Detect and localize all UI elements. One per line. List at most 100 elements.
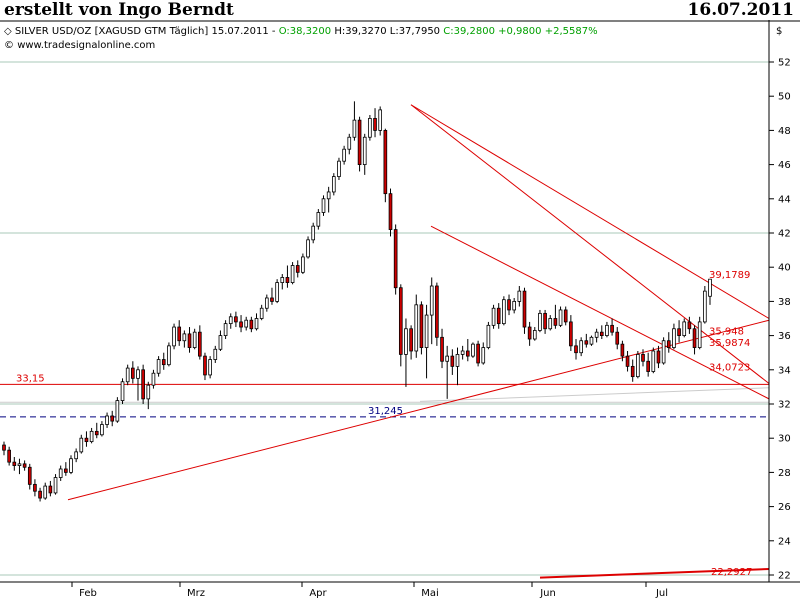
candle bbox=[141, 364, 145, 404]
candle bbox=[388, 188, 393, 237]
candle-body bbox=[445, 355, 449, 362]
open-value: O:38,3200 bbox=[279, 26, 331, 37]
candle bbox=[239, 315, 243, 333]
candle bbox=[146, 381, 151, 410]
candle-body bbox=[311, 225, 316, 241]
candle-body bbox=[373, 118, 377, 131]
candle bbox=[182, 330, 187, 348]
candle bbox=[481, 342, 486, 365]
candle-body bbox=[203, 355, 207, 376]
candle bbox=[527, 321, 532, 346]
price-annotation: 22,2927 bbox=[711, 567, 752, 578]
candle-body bbox=[502, 299, 506, 325]
candle bbox=[131, 361, 135, 384]
candle-body bbox=[692, 328, 697, 348]
candle bbox=[440, 328, 444, 369]
candle-body bbox=[476, 343, 480, 364]
candle-body bbox=[167, 345, 171, 366]
candle-body bbox=[697, 321, 702, 348]
candle-body bbox=[362, 136, 367, 166]
candle-body bbox=[275, 282, 279, 302]
candle-body bbox=[429, 285, 434, 316]
candle bbox=[301, 253, 305, 275]
candle-body bbox=[69, 458, 73, 473]
candle-body bbox=[507, 299, 511, 311]
candle bbox=[548, 315, 553, 331]
price-axis-ticks: 22 24 26 28 30 32 34 36 38 40 42 44 46 48 50 52 bbox=[769, 58, 791, 582]
candle bbox=[22, 460, 27, 471]
time-tick-label: Jun bbox=[539, 588, 556, 599]
candlesticks bbox=[2, 101, 712, 502]
candle-body bbox=[687, 321, 692, 330]
candle bbox=[89, 427, 94, 444]
candle bbox=[84, 431, 89, 447]
candle-body bbox=[465, 350, 470, 357]
candle-body bbox=[419, 304, 424, 348]
time-tick-label: Feb bbox=[79, 588, 97, 599]
candle-body bbox=[192, 331, 197, 348]
candle-body bbox=[146, 384, 151, 400]
candle-body bbox=[615, 331, 620, 345]
candle bbox=[203, 352, 207, 381]
candle-body bbox=[357, 119, 362, 165]
candle-body bbox=[661, 340, 666, 364]
candle-body bbox=[471, 343, 475, 357]
candle-body bbox=[100, 424, 104, 436]
candle-body bbox=[12, 461, 17, 466]
candle bbox=[450, 349, 455, 375]
candle bbox=[651, 347, 656, 374]
candle bbox=[393, 224, 398, 295]
time-tick-label: Apr bbox=[309, 588, 327, 599]
candle bbox=[589, 335, 594, 346]
candle-body bbox=[347, 136, 352, 150]
candle bbox=[460, 345, 465, 360]
candle-body bbox=[594, 331, 599, 338]
candle-body bbox=[579, 340, 583, 354]
candle-body bbox=[450, 355, 455, 367]
candle bbox=[661, 337, 666, 365]
candle bbox=[599, 325, 604, 340]
candle bbox=[357, 116, 362, 172]
candle-body bbox=[605, 324, 609, 336]
candle bbox=[708, 278, 712, 305]
candle-body bbox=[610, 324, 614, 333]
source-line: © www.tradesignalonline.com bbox=[4, 40, 155, 51]
price-annotation: 34,0723 bbox=[709, 363, 750, 374]
candle-body bbox=[548, 318, 553, 330]
candle bbox=[125, 364, 130, 386]
price-tick-label: 22 bbox=[778, 571, 791, 582]
chart-author-title: erstellt von Ingo Berndt bbox=[4, 0, 234, 20]
candle bbox=[687, 316, 692, 334]
candle bbox=[486, 321, 491, 350]
candle-body bbox=[259, 307, 264, 319]
candle-body bbox=[27, 466, 32, 485]
change-value: +0,9800 bbox=[498, 26, 541, 37]
candle bbox=[110, 410, 115, 427]
candle-body bbox=[553, 318, 558, 326]
candle-body bbox=[646, 360, 650, 372]
source-url: www.tradesignalonline.com bbox=[17, 40, 155, 51]
candle-body bbox=[630, 365, 635, 378]
candle-body bbox=[574, 345, 578, 354]
candle-body bbox=[198, 331, 202, 357]
candle-body bbox=[708, 278, 712, 297]
candle bbox=[656, 345, 661, 369]
candle-body bbox=[234, 316, 238, 323]
time-tick-label: Mrz bbox=[187, 588, 205, 599]
candle-body bbox=[115, 400, 120, 422]
candle bbox=[502, 296, 506, 326]
candle bbox=[167, 342, 171, 367]
candle-body bbox=[301, 256, 305, 273]
candle-body bbox=[625, 355, 630, 367]
candle bbox=[465, 339, 470, 362]
candle-body bbox=[265, 297, 269, 309]
candle bbox=[218, 330, 223, 351]
symbol-info-line: ◇ SILVER USD/OZ [XAGUSD GTM Täglich] 15.… bbox=[4, 26, 598, 37]
candle bbox=[337, 157, 341, 180]
candle-body bbox=[22, 463, 27, 468]
candle-body bbox=[543, 312, 547, 330]
candle-body bbox=[270, 297, 274, 302]
candle-body bbox=[187, 333, 192, 348]
candle bbox=[569, 315, 573, 351]
